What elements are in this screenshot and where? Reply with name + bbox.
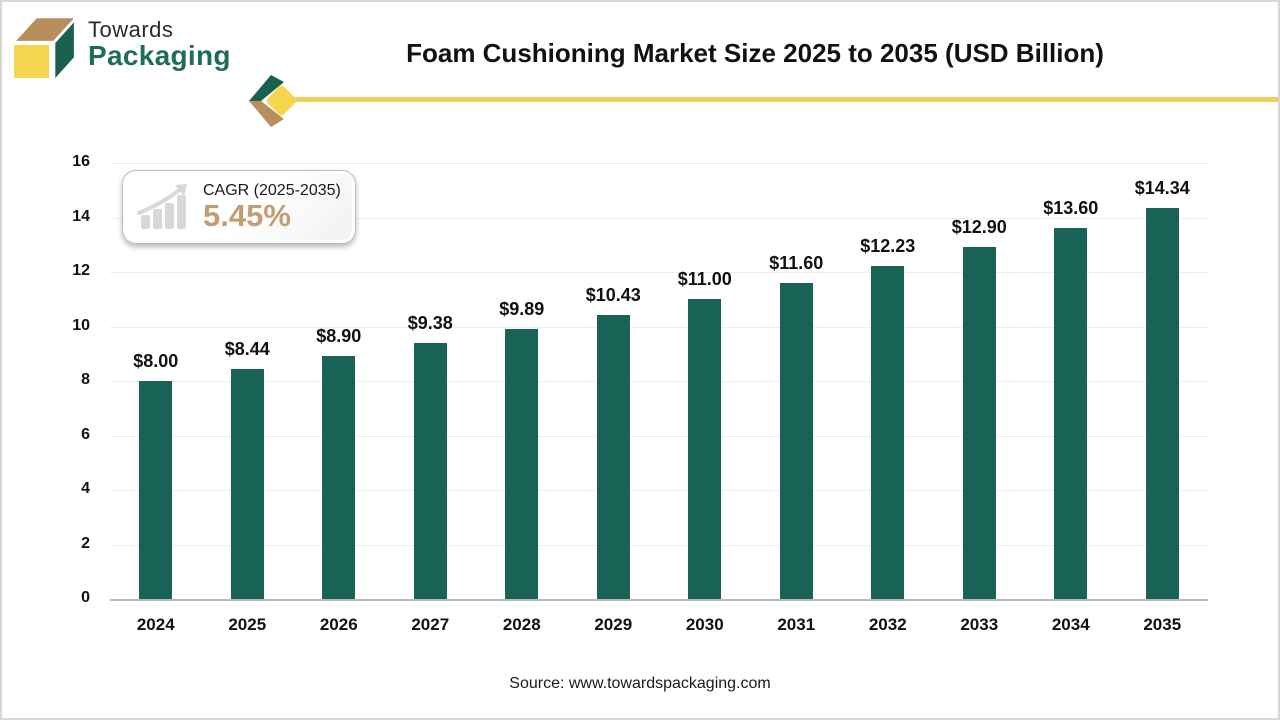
x-axis-tick-label: 2026 (319, 615, 358, 634)
source-text: Source: www.towardspackaging.com (509, 675, 771, 692)
brand-name-bottom: Packaging (88, 40, 231, 72)
x-axis-tick-label: 2029 (594, 615, 633, 634)
x-axis-baseline (110, 599, 1208, 601)
bar-value-label: $13.60 (1043, 198, 1099, 219)
cagr-value: 5.45% (203, 197, 291, 233)
cagr-label: CAGR (2025-2035) (203, 181, 341, 199)
page-title: Foam Cushioning Market Size 2025 to 2035… (406, 38, 1104, 68)
x-axis-tick-label: 2034 (1051, 615, 1090, 634)
bar-value-label: $12.90 (951, 217, 1007, 238)
gridline (110, 272, 1208, 273)
bar-value-label: $9.89 (499, 299, 545, 320)
growth-chart-icon (137, 184, 187, 229)
gridline (110, 435, 1208, 437)
bar (413, 343, 447, 599)
gridline (110, 163, 1208, 164)
bar-value-label: $14.34 (1134, 178, 1190, 199)
bar (230, 369, 264, 599)
bar-value-label: $8.90 (316, 326, 362, 347)
bar (322, 356, 356, 599)
x-axis-tick-label: 2035 (1143, 615, 1182, 634)
gridline (110, 381, 1208, 382)
y-axis-tick-label: 0 (81, 589, 90, 606)
y-axis-tick-label: 16 (72, 153, 90, 170)
bar (871, 265, 905, 599)
bar-value-label: $11.60 (769, 252, 824, 273)
x-axis-tick-label: 2030 (685, 615, 724, 634)
brand-name: Towards Packaging (88, 17, 231, 72)
bar (139, 381, 173, 599)
gridline (110, 490, 1208, 491)
bar-value-label: $9.38 (407, 313, 453, 334)
bar (1054, 228, 1088, 599)
x-axis-tick-label: 2033 (960, 615, 999, 634)
y-axis-tick-label: 12 (72, 262, 90, 279)
brand-logo-icon (14, 18, 74, 78)
bar-value-label: $8.00 (133, 351, 179, 371)
cagr-badge: CAGR (2025-2035) 5.45% (122, 170, 356, 244)
bar (505, 329, 539, 599)
gridline (110, 544, 1208, 546)
bar (596, 314, 630, 599)
gridline (110, 217, 1208, 219)
bar-value-label: $12.23 (860, 235, 916, 256)
bar (1145, 208, 1179, 599)
y-axis-tick-label: 10 (72, 316, 90, 334)
gridline (110, 326, 1208, 328)
y-axis-tick-label: 4 (81, 480, 90, 497)
bar-value-label: $10.43 (585, 284, 641, 305)
x-axis-tick-label: 2027 (411, 615, 450, 634)
x-axis-tick-label: 2032 (868, 615, 907, 634)
divider-diamond-icon (249, 75, 297, 127)
bar-value-label: $11.00 (677, 269, 732, 290)
x-axis-tick-label: 2024 (136, 615, 175, 634)
x-axis-tick-label: 2031 (777, 615, 816, 634)
brand-name-top: Towards (88, 17, 174, 42)
y-axis-tick-label: 2 (81, 534, 90, 552)
gold-divider-line (292, 97, 1280, 102)
bar (688, 299, 722, 599)
x-axis-tick-label: 2028 (502, 615, 541, 634)
y-axis-tick-label: 14 (72, 207, 90, 225)
x-axis-tick-label: 2025 (228, 615, 267, 634)
bar-value-label: $8.44 (224, 339, 270, 359)
y-axis-tick-label: 6 (81, 425, 90, 443)
y-axis-tick-label: 8 (81, 371, 90, 388)
bar (779, 282, 813, 599)
bar (962, 247, 996, 599)
